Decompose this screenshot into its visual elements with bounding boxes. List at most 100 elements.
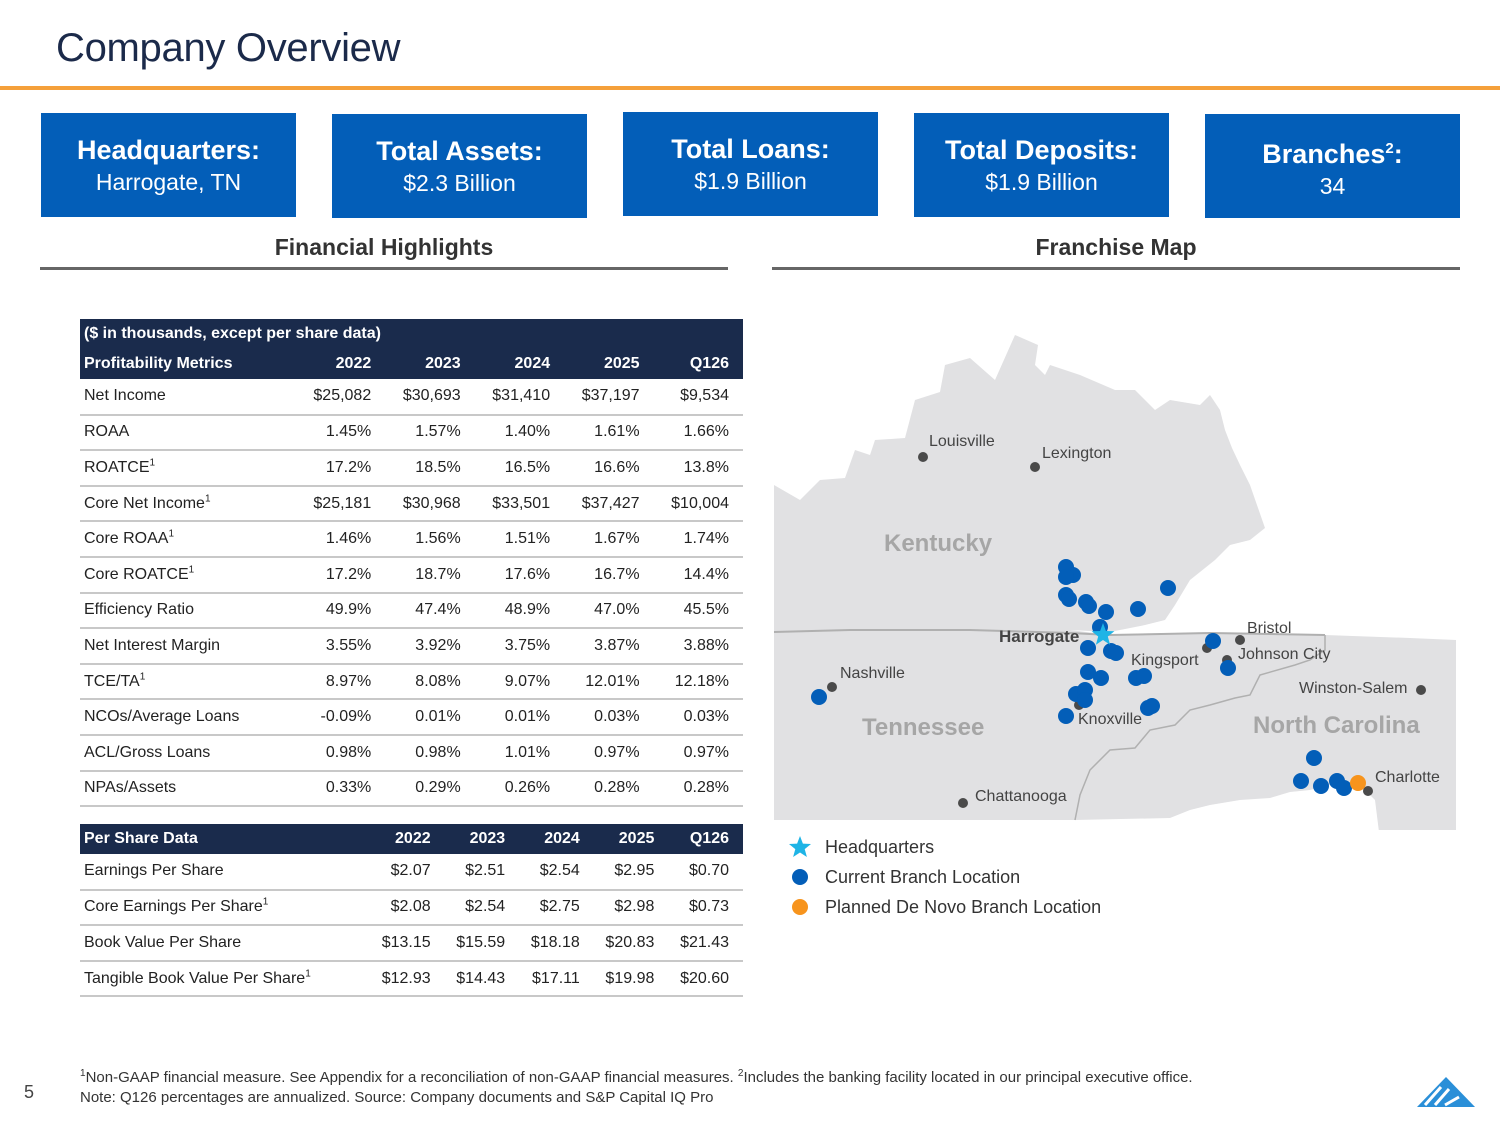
footnote-ref: 1 xyxy=(80,1068,86,1079)
row-value: 14.4% xyxy=(653,556,743,594)
footnote-ref: 1 xyxy=(204,493,211,505)
row-value: 1.46% xyxy=(295,521,386,558)
branch-marker xyxy=(811,689,827,705)
table-header-row: Per Share Data 2022 2023 2024 2025 Q126 xyxy=(80,824,743,854)
stat-label-text: Branches xyxy=(1262,138,1386,169)
branch-marker xyxy=(1306,750,1322,766)
row-label: ROATCE1 xyxy=(80,450,296,487)
table-header-period: 2022 xyxy=(295,349,386,379)
row-value: 0.28% xyxy=(653,770,743,808)
stat-total-deposits: Total Deposits: $1.9 Billion xyxy=(914,113,1169,217)
branch-marker xyxy=(1144,698,1160,714)
row-value: 9.07% xyxy=(474,663,565,701)
branch-marker xyxy=(1058,708,1074,724)
orange-dot-icon xyxy=(775,898,825,916)
table-header-period: Q126 xyxy=(653,349,743,379)
stat-headquarters: Headquarters: Harrogate, TN xyxy=(41,113,296,217)
branch-marker xyxy=(1093,670,1109,686)
map-legend: Headquarters Current Branch Location Pla… xyxy=(775,832,1101,922)
row-value: 0.26% xyxy=(474,770,565,808)
row-value: 0.03% xyxy=(653,699,743,736)
branch-marker xyxy=(1293,773,1309,789)
table-row: ACL/Gross Loans 0.98% 0.98% 1.01% 0.97% 0.97% xyxy=(80,734,743,772)
planned-branch-marker xyxy=(1350,775,1366,791)
table-header-period: 2024 xyxy=(474,349,565,379)
state-label-tennessee: Tennessee xyxy=(862,714,985,741)
row-value: 0.29% xyxy=(385,770,475,808)
footnote-ref: 2 xyxy=(737,1068,744,1079)
tennessee-shape xyxy=(774,630,1325,820)
row-value: $30,968 xyxy=(385,485,475,523)
row-value: $2.95 xyxy=(593,854,669,891)
city-label-chattanooga: Chattanooga xyxy=(975,788,1067,805)
legend-item-headquarters: Headquarters xyxy=(775,832,1101,862)
row-value: 1.74% xyxy=(653,521,743,558)
table-row: NPAs/Assets 0.33% 0.29% 0.26% 0.28% 0.28% xyxy=(80,770,743,808)
row-value: 8.08% xyxy=(385,663,475,701)
row-value: $2.54 xyxy=(519,854,594,891)
row-value: $20.83 xyxy=(593,925,669,962)
row-value: 0.33% xyxy=(295,770,386,808)
state-border-ky-tn xyxy=(773,629,1326,637)
row-value: $25,082 xyxy=(295,379,386,416)
table-row: Core Earnings Per Share1 $2.08 $2.54 $2.75 $… xyxy=(80,889,743,927)
city-label-knoxville: Knoxville xyxy=(1078,711,1143,728)
city-label-kingsport: Kingsport xyxy=(1131,652,1199,669)
footnote-line-2: Note: Q126 percentages are annualized. S… xyxy=(80,1089,714,1106)
row-label: Efficiency Ratio xyxy=(80,592,296,630)
city-label-johnson-city: Johnson City xyxy=(1238,646,1331,663)
stat-total-loans: Total Loans: $1.9 Billion xyxy=(623,112,878,216)
branch-marker xyxy=(1108,645,1124,661)
footnote-ref: 2 xyxy=(1385,139,1394,157)
branch-marker xyxy=(1058,569,1074,585)
stat-label: Total Deposits: xyxy=(944,134,1138,165)
page-number: 5 xyxy=(24,1082,35,1102)
branch-marker xyxy=(1061,591,1077,607)
row-value: 0.97% xyxy=(653,734,743,772)
row-value: $25,181 xyxy=(295,485,386,523)
row-value: 1.01% xyxy=(474,734,565,772)
city-label-nashville: Nashville xyxy=(840,665,905,682)
row-value: 1.61% xyxy=(564,414,654,452)
title-divider xyxy=(0,86,1500,90)
row-value: 47.4% xyxy=(385,592,475,630)
stat-total-assets: Total Assets: $2.3 Billion xyxy=(332,114,587,218)
table-row: Core ROATCE1 17.2% 18.7% 17.6% 16.7% 14.4% xyxy=(80,556,743,594)
row-label: Tangible Book Value Per Share1 xyxy=(80,960,371,998)
branch-marker xyxy=(1313,778,1329,794)
row-value: $33,501 xyxy=(474,485,565,523)
city-label-lexington: Lexington xyxy=(1042,445,1112,462)
row-value: $18.18 xyxy=(519,925,594,962)
legend-label: Planned De Novo Branch Location xyxy=(825,896,1102,917)
table-header-label: Per Share Data xyxy=(80,824,371,854)
row-value: 3.88% xyxy=(653,628,743,665)
table-header-period: Q126 xyxy=(668,824,743,854)
row-value: $12.93 xyxy=(370,960,445,998)
row-value: 17.2% xyxy=(295,450,386,487)
footnote-text: Non-GAAP financial measure. See Appendix… xyxy=(85,1069,738,1086)
footnote-ref: 1 xyxy=(139,671,146,683)
city-marker xyxy=(1416,685,1426,695)
row-label: ACL/Gross Loans xyxy=(80,734,296,772)
company-logo-icon xyxy=(1417,1077,1475,1107)
row-value: 45.5% xyxy=(653,592,743,630)
table-row: Net Interest Margin 3.55% 3.92% 3.75% 3.87% 3… xyxy=(80,628,743,665)
row-label: Core ROAA1 xyxy=(80,521,296,558)
branch-marker xyxy=(1160,580,1176,596)
row-value: 0.01% xyxy=(474,699,565,736)
footnote-ref: 1 xyxy=(262,897,269,909)
footnote-ref: 1 xyxy=(168,528,175,540)
row-value: 12.01% xyxy=(564,663,654,701)
branch-marker xyxy=(1077,692,1093,708)
row-value: 1.45% xyxy=(295,414,386,452)
row-value: -0.09% xyxy=(295,699,386,736)
row-value: 17.6% xyxy=(474,556,565,594)
row-value: 18.7% xyxy=(385,556,475,594)
stat-label: Total Assets: xyxy=(376,135,543,166)
stat-label: Branches2: xyxy=(1205,132,1460,171)
city-label-bristol: Bristol xyxy=(1247,620,1292,637)
row-label: NCOs/Average Loans xyxy=(80,699,296,736)
footnote-line-1: 1Non-GAAP financial measure. See Appendi… xyxy=(80,1064,1193,1088)
row-value: 17.2% xyxy=(295,556,386,594)
row-value: 48.9% xyxy=(474,592,565,630)
